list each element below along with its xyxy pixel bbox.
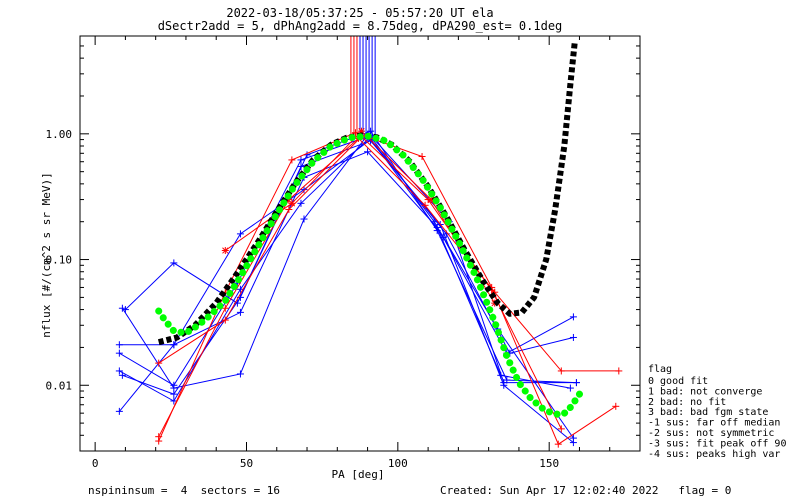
series-line-0: [119, 135, 574, 439]
data-point-4-0: [115, 407, 123, 415]
data-series: [115, 127, 623, 448]
flag-legend-title: flag: [648, 364, 672, 375]
data-point-2-2: [236, 230, 244, 238]
data-point-2-3: [300, 186, 308, 194]
data-point-0-0: [115, 367, 123, 375]
data-point-7-7: [612, 402, 620, 410]
data-point-7-2: [288, 156, 296, 164]
data-point-8-0: [155, 433, 163, 441]
flag-legend-item: -2 sus: not symmetric: [648, 428, 774, 439]
data-point-6-3: [297, 162, 305, 170]
chart-subtitle: dSectr2add = 5, dPhAng2add = 8.75deg, dP…: [158, 19, 563, 33]
flag-legend-item: -4 sus: peaks high var: [648, 449, 780, 460]
data-point-9-0: [155, 359, 163, 367]
data-point-7-4: [418, 153, 426, 161]
chart-title: 2022-03-18/05:37:25 - 05:57:20 UT ela: [226, 6, 493, 20]
x-tick-label: 150: [539, 457, 559, 470]
y-tick-label: 0.01: [46, 379, 73, 392]
fit-curves: [155, 40, 583, 419]
series-line-3: [119, 134, 577, 386]
x-tick-label: 50: [240, 457, 253, 470]
flag-legend-item: -3 sus: fit peak off 90: [648, 438, 786, 449]
data-point-7-6: [554, 440, 562, 448]
data-point-4-1: [170, 341, 178, 349]
data-point-10-3: [427, 196, 435, 204]
data-point-6-0: [121, 306, 129, 314]
data-point-10-0: [221, 247, 229, 255]
data-point-3-0: [115, 349, 123, 357]
data-point-9-2: [285, 206, 293, 214]
data-point-6-1: [170, 259, 178, 267]
y-axis-label: nflux [#/(cm^2 s sr MeV)]: [40, 172, 53, 338]
x-axis-label: PA [deg]: [332, 468, 385, 481]
data-point-5-2: [236, 370, 244, 378]
axes: 0 50 100 150 0.01 0.10 1.00: [46, 35, 641, 470]
footer-left: nspininsum = 4 sectors = 16: [88, 484, 280, 497]
black-fit-curve: [157, 40, 578, 346]
data-point-4-4: [364, 148, 372, 156]
data-point-8-4: [421, 201, 429, 209]
series-line-2: [119, 138, 574, 354]
data-point-5-3: [300, 215, 308, 223]
data-point-1-1: [170, 390, 178, 398]
data-point-4-2: [236, 308, 244, 316]
flag-legend-item: 0 good fit: [648, 376, 708, 387]
flag-legend-item: 2 bad: no fit: [648, 397, 726, 408]
data-point-8-1: [221, 304, 229, 312]
y-tick-label: 0.10: [46, 254, 73, 267]
flag-legend: flag 0 good fit 1 bad: not converge 2 ba…: [648, 364, 786, 460]
data-point-6-7: [569, 439, 577, 447]
data-point-8-6: [557, 367, 565, 375]
x-tick-label: 100: [388, 457, 408, 470]
data-point-5-0: [118, 304, 126, 312]
flag-legend-item: 3 bad: bad fgm state: [648, 407, 768, 418]
data-point-3-3: [297, 156, 305, 164]
flag-legend-item: -1 sus: far off median: [648, 418, 780, 429]
data-point-2-7: [569, 333, 577, 341]
data-point-7-3: [351, 129, 359, 137]
footer-right: Created: Sun Apr 17 12:02:40 2022 flag =…: [440, 484, 731, 497]
data-point-1-0: [118, 371, 126, 379]
plot-frame: [79, 35, 641, 452]
data-point-8-7: [615, 367, 623, 375]
series-line-6: [125, 140, 574, 443]
data-point-2-0: [115, 341, 123, 349]
data-point-3-7: [572, 379, 580, 387]
marker-lines: [350, 36, 376, 140]
green-fit-curve: [155, 132, 583, 419]
series-line-8: [158, 137, 619, 437]
data-point-10-1: [288, 199, 296, 207]
data-point-5-7: [569, 313, 577, 321]
data-point-6-6: [500, 381, 508, 389]
x-tick-label: 0: [92, 457, 99, 470]
data-point-9-6: [557, 425, 565, 433]
data-point-9-1: [221, 316, 229, 324]
data-point-5-1: [170, 384, 178, 392]
flag-legend-item: 1 bad: not converge: [648, 386, 762, 397]
y-tick-label: 1.00: [46, 128, 73, 141]
data-point-4-7: [566, 384, 574, 392]
data-point-0-3: [297, 199, 305, 207]
